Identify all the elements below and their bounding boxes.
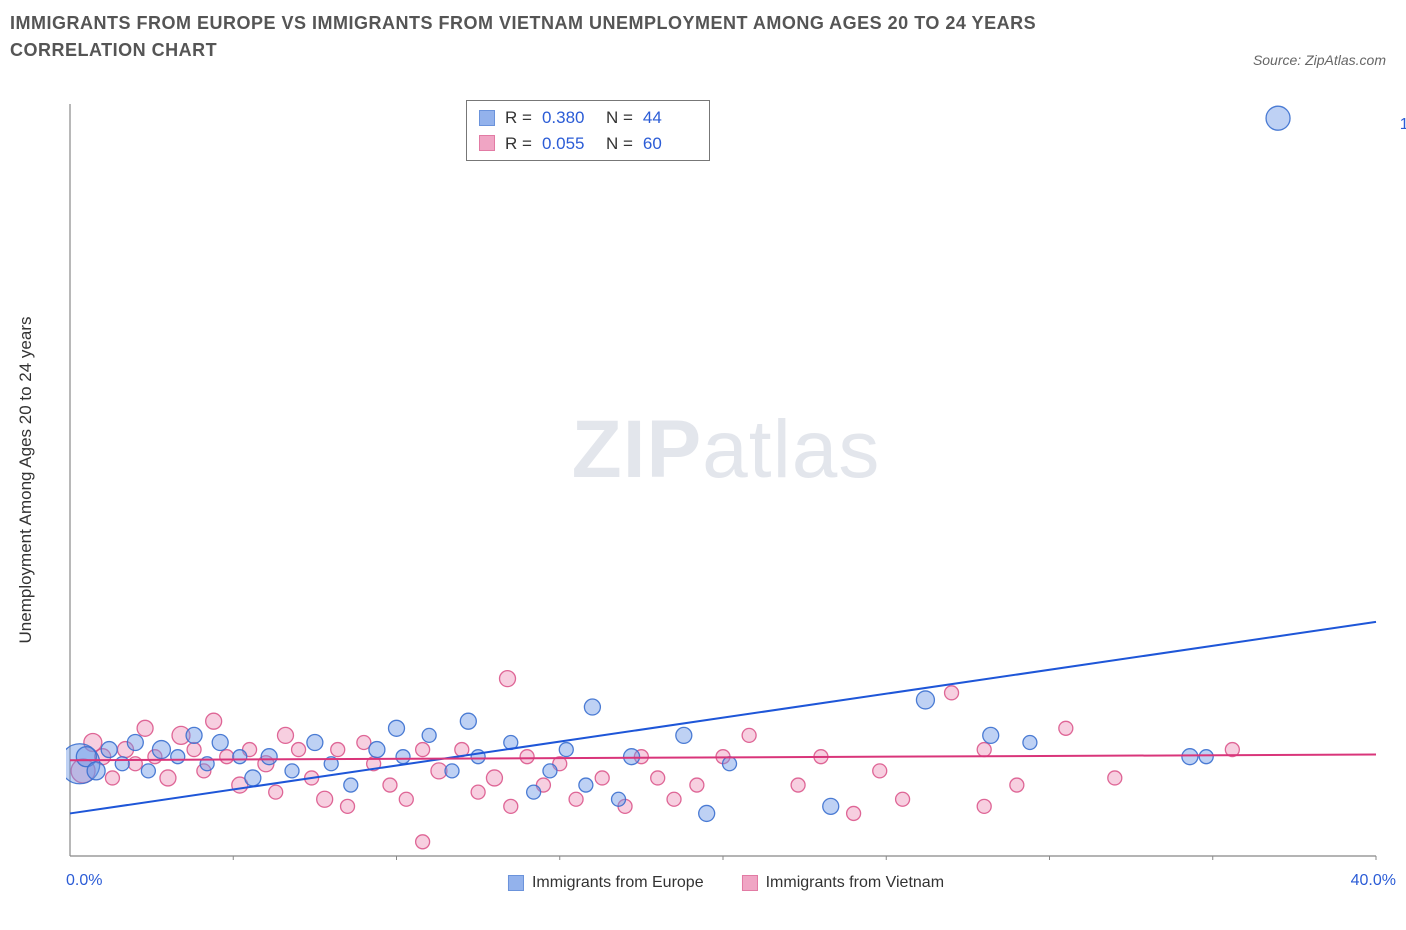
legend-row-europe: R = 0.380 N = 44 xyxy=(479,105,697,131)
legend-label-vietnam: Immigrants from Vietnam xyxy=(766,874,944,892)
legend-row-vietnam: R = 0.055 N = 60 xyxy=(479,131,697,157)
source-label: Source: ZipAtlas.com xyxy=(1253,52,1386,68)
series-legend: Immigrants from Europe Immigrants from V… xyxy=(508,874,944,892)
n-value-0: 44 xyxy=(643,105,697,131)
chart-title: IMMIGRANTS FROM EUROPE VS IMMIGRANTS FRO… xyxy=(10,10,1110,64)
r-value-0: 0.380 xyxy=(542,105,596,131)
legend-item-europe: Immigrants from Europe xyxy=(508,874,704,892)
y-axis-label: Unemployment Among Ages 20 to 24 years xyxy=(16,317,36,644)
n-label-0: N = xyxy=(606,105,633,131)
r-label-0: R = xyxy=(505,105,532,131)
n-label-1: N = xyxy=(606,131,633,157)
swatch-europe-bottom xyxy=(508,875,524,891)
chart-container: IMMIGRANTS FROM EUROPE VS IMMIGRANTS FRO… xyxy=(10,10,1396,920)
x-tick-end: 40.0% xyxy=(1351,872,1396,890)
n-value-1: 60 xyxy=(643,131,697,157)
scatter-plot-svg xyxy=(66,100,1386,860)
swatch-vietnam-bottom xyxy=(742,875,758,891)
correlation-legend: R = 0.380 N = 44 R = 0.055 N = 60 xyxy=(466,100,710,161)
swatch-europe xyxy=(479,110,495,126)
r-value-1: 0.055 xyxy=(542,131,596,157)
legend-label-europe: Immigrants from Europe xyxy=(532,874,704,892)
y-tick-label: 100.0% xyxy=(1400,116,1406,134)
legend-item-vietnam: Immigrants from Vietnam xyxy=(742,874,944,892)
r-label-1: R = xyxy=(505,131,532,157)
x-tick-start: 0.0% xyxy=(66,872,102,890)
swatch-vietnam xyxy=(479,135,495,151)
plot-area: Unemployment Among Ages 20 to 24 years Z… xyxy=(66,100,1386,860)
